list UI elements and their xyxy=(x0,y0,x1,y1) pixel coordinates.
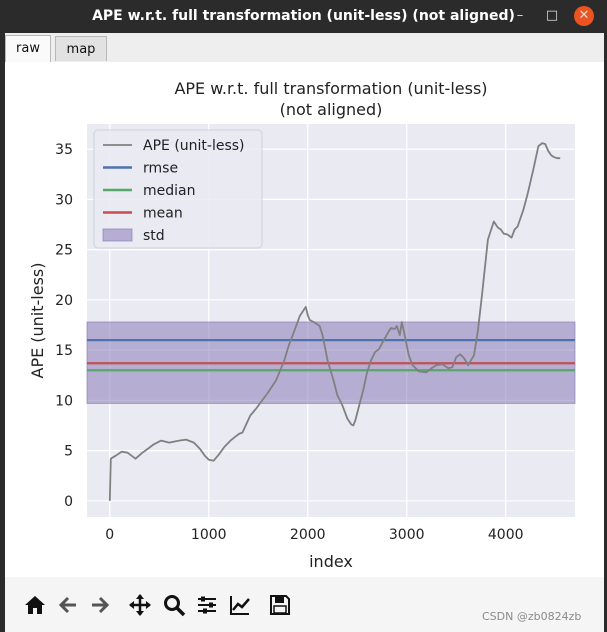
x-tick-label: 3000 xyxy=(389,527,425,543)
forward-arrow-icon[interactable] xyxy=(88,593,112,617)
legend-label: APE (unit-less) xyxy=(143,138,245,154)
y-tick-label: 35 xyxy=(55,142,73,158)
plot-toolbar xyxy=(5,577,604,632)
subplots-config-icon[interactable] xyxy=(195,593,219,617)
maximize-button[interactable]: □ xyxy=(545,8,559,23)
chart-subtitle: (not aligned) xyxy=(280,100,383,119)
y-axis-label: APE (unit-less) xyxy=(28,262,47,378)
y-tick-label: 30 xyxy=(55,192,73,208)
legend-label: median xyxy=(143,183,195,199)
close-button[interactable]: ✕ xyxy=(574,6,594,26)
x-axis-label: index xyxy=(309,552,353,571)
x-tick-label: 1000 xyxy=(191,527,227,543)
pan-icon[interactable] xyxy=(128,593,152,617)
save-icon[interactable] xyxy=(268,593,292,617)
ape-series-line xyxy=(108,142,561,501)
x-tick-label: 0 xyxy=(105,527,114,543)
legend-box xyxy=(93,129,263,249)
background-strip-left xyxy=(0,33,5,632)
legend-label: mean xyxy=(143,206,183,222)
zoom-icon[interactable] xyxy=(162,593,186,617)
x-tick-label: 4000 xyxy=(488,527,524,543)
y-tick-label: 20 xyxy=(55,293,73,309)
y-tick-label: 5 xyxy=(64,444,73,460)
ape-chart: 0 1000 2000 3000 4000 0 5 10 15 20 25 30 35 APE w.r.t… xyxy=(28,79,576,571)
home-icon[interactable] xyxy=(23,593,47,617)
y-tick-label: 25 xyxy=(55,243,73,259)
watermark: CSDN @zb0824zb xyxy=(482,610,582,623)
edit-axis-icon[interactable] xyxy=(228,593,252,617)
legend-label: rmse xyxy=(143,161,178,177)
x-tick-label: 2000 xyxy=(290,527,326,543)
y-tick-label: 10 xyxy=(55,393,73,409)
tab-map[interactable]: map xyxy=(55,36,107,61)
figure-canvas: 0 1000 2000 3000 4000 0 5 10 15 20 25 30 35 APE w.r.t… xyxy=(5,62,604,577)
y-tick-label: 15 xyxy=(55,343,73,359)
back-arrow-icon[interactable] xyxy=(56,593,80,617)
y-tick-label: 0 xyxy=(64,494,73,510)
tab-raw[interactable]: raw xyxy=(5,35,51,62)
legend-swatch-std xyxy=(102,228,133,242)
chart-title: APE w.r.t. full transformation (unit-les… xyxy=(174,79,487,98)
window-titlebar: APE w.r.t. full transformation (unit-les… xyxy=(0,0,607,33)
tab-bar: raw map xyxy=(5,33,604,63)
background-strip-right xyxy=(604,33,607,632)
legend-label: std xyxy=(143,228,165,244)
minimize-button[interactable]: – xyxy=(516,8,524,23)
window-title: APE w.r.t. full transformation (unit-les… xyxy=(92,8,515,24)
